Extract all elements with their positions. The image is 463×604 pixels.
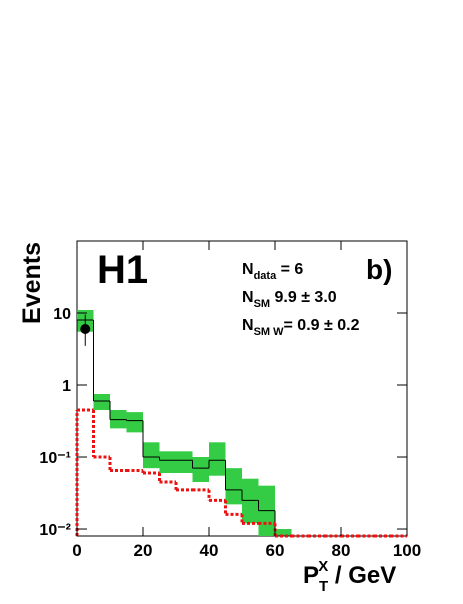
x-tick-label: 80 bbox=[332, 541, 351, 560]
x-tick-label: 40 bbox=[200, 541, 219, 560]
data-point bbox=[80, 323, 91, 334]
uncertainty-band bbox=[275, 529, 292, 536]
uncertainty-band bbox=[110, 409, 127, 429]
annotation-sub: SM bbox=[254, 298, 271, 310]
x-label-sub: T bbox=[319, 578, 328, 595]
annotation-sub: SM W bbox=[254, 326, 285, 338]
x-tick-label: 0 bbox=[72, 541, 81, 560]
uncertainty-band bbox=[143, 442, 160, 469]
annotation: NSM W= 0.9 ± 0.2 bbox=[242, 317, 360, 338]
uncertainty-band bbox=[242, 478, 259, 524]
annotation-rest: = 6 bbox=[276, 261, 303, 278]
y-tick-label: 1 bbox=[62, 378, 71, 395]
x-label-rest: / GeV bbox=[328, 562, 396, 589]
annotation-main: N bbox=[242, 261, 254, 278]
x-axis-label: PTX / GeV bbox=[303, 558, 396, 595]
annotation-sub: data bbox=[254, 270, 278, 282]
annotation: NSM 9.9 ± 3.0 bbox=[242, 289, 337, 310]
annotation-main: N bbox=[242, 317, 254, 334]
x-tick-label: 100 bbox=[393, 541, 421, 560]
y-tick-label: 10⁻¹ bbox=[39, 450, 71, 467]
panel-label: b) bbox=[366, 254, 392, 285]
y-tick-label: 10 bbox=[53, 306, 71, 323]
annotation-rest: 9.9 ± 3.0 bbox=[270, 289, 337, 306]
uncertainty-band bbox=[209, 442, 226, 476]
annotation-main: N bbox=[242, 289, 254, 306]
experiment-logo: H1 bbox=[97, 248, 148, 292]
y-tick-label: 10⁻² bbox=[39, 522, 71, 539]
uncertainty-band bbox=[93, 394, 110, 410]
x-label-main: P bbox=[303, 562, 319, 589]
y-axis-label: Events bbox=[18, 242, 46, 324]
x-tick-label: 20 bbox=[134, 541, 153, 560]
annotation: Ndata = 6 bbox=[242, 261, 303, 282]
uncertainty-band bbox=[192, 457, 209, 482]
annotation-rest: = 0.9 ± 0.2 bbox=[284, 317, 360, 334]
uncertainty-band bbox=[176, 451, 193, 473]
x-label-sup: X bbox=[318, 558, 328, 575]
uncertainty-band bbox=[126, 412, 143, 433]
uncertainty-band bbox=[159, 451, 176, 473]
uncertainty-band bbox=[225, 468, 242, 505]
x-tick-label: 60 bbox=[266, 541, 285, 560]
